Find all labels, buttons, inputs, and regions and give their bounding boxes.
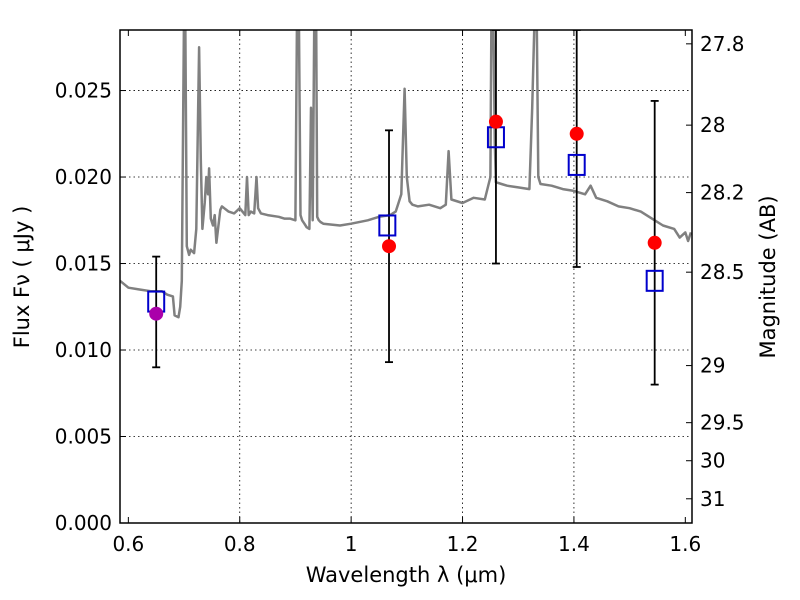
y-tick-label: 0.010 (55, 338, 112, 362)
observed-point (382, 239, 397, 254)
y-tick-label: 0.020 (55, 165, 112, 189)
y2-axis-label: Magnitude (AB) (756, 195, 780, 358)
y-tick-label: 0.025 (55, 79, 112, 103)
mag-tick-label: 29 (700, 354, 725, 378)
y-tick-labels: 0.000 0.005 0.010 0.015 0.020 0.025 (55, 79, 112, 535)
mag-tick-label: 28.5 (700, 260, 745, 284)
x-tick-labels: 0.6 0.8 1 1.2 1.4 1.6 (112, 532, 701, 556)
error-bars-layer (152, 30, 659, 386)
model-spectrum-line (120, 30, 692, 319)
magnitude-tick-labels: 27.8 28 28.2 28.5 29 29.5 30 31 (700, 32, 745, 511)
mag-tick-label: 31 (700, 487, 725, 511)
model-photometry-layer (147, 126, 664, 313)
model-photometry-square (567, 153, 586, 176)
x-tick-label: 1 (345, 532, 358, 556)
mag-tick-label: 30 (700, 449, 725, 473)
x-tick-label: 1.4 (558, 532, 590, 556)
observed-point (569, 126, 584, 141)
observed-points-layer (149, 114, 662, 321)
x-axis-label: Wavelength λ (μm) (306, 563, 507, 587)
observed-point (149, 306, 164, 321)
mag-tick-label: 28 (700, 113, 725, 137)
x-tick-label: 0.8 (224, 532, 256, 556)
x-tick-label: 1.6 (669, 532, 701, 556)
model-spectrum-layer (120, 30, 692, 319)
observed-point (647, 235, 662, 250)
grid-lines (120, 30, 692, 523)
y-tick-label: 0.000 (55, 511, 112, 535)
y-tick-label: 0.005 (55, 425, 112, 449)
model-photometry-square (645, 269, 664, 292)
mag-tick-label: 27.8 (700, 32, 745, 56)
axis-ticks (120, 30, 692, 524)
y-tick-label: 0.015 (55, 252, 112, 276)
observed-point (488, 114, 503, 129)
y-axis-label: Flux Fν ( μJy ) (10, 206, 34, 349)
mag-tick-label: 28.2 (700, 181, 745, 205)
model-photometry-square (378, 214, 397, 237)
x-tick-label: 0.6 (112, 532, 144, 556)
mag-tick-label: 29.5 (700, 411, 745, 435)
plot-frame (119, 29, 693, 524)
x-tick-label: 1.2 (447, 532, 479, 556)
